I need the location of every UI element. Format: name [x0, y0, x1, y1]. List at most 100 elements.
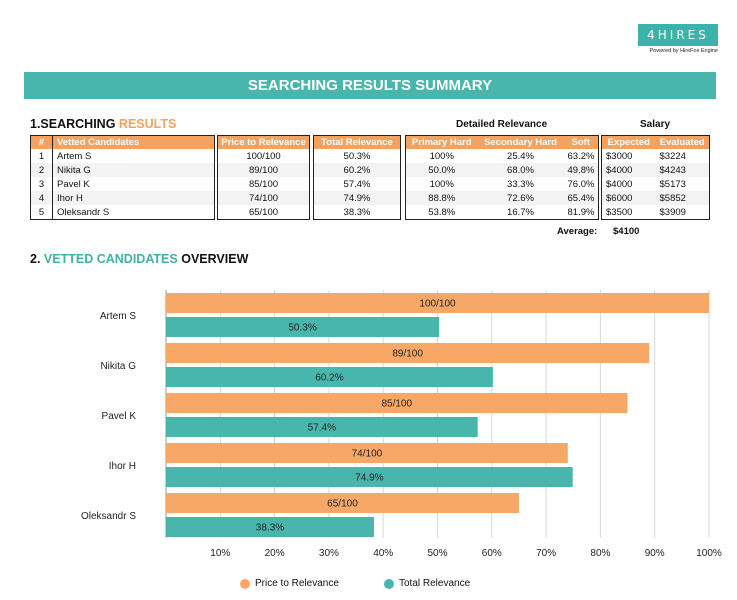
table-header-row: # Vetted Candidates	[30, 135, 215, 149]
price-bar	[166, 343, 650, 363]
evaluated-cell: $3909	[659, 206, 686, 218]
table-row: $4000 $4243	[601, 163, 710, 177]
col-price-header: Price to Relevance	[217, 135, 310, 149]
expected-cell: $3000	[606, 150, 633, 162]
candidates-overview-chart: 10% 20% 30% 40% 50% 60% 70% 80% 90% 100% Artem S 10…	[81, 290, 722, 559]
expected-cell: $3500	[606, 206, 633, 218]
table-row: 100% 33.3% 76.0%	[406, 177, 599, 191]
salary-table: Expected Evaluated $3000 $3224 $4000 $4243…	[601, 135, 710, 220]
section-1-title: 1.SEARCHING RESULTS	[30, 117, 176, 131]
total-cell: 57.4%	[343, 178, 371, 190]
total-bar	[166, 317, 440, 337]
x-tick-label: 80%	[590, 548, 610, 559]
row-num: 1	[38, 150, 45, 162]
table-row: 60.2%	[313, 163, 401, 177]
col-evaluated-header: Evaluated	[655, 135, 710, 149]
primary-cell: 53.8%	[428, 206, 456, 218]
legend-price: Price to Relevance	[240, 578, 339, 589]
table-row: 85/100	[218, 177, 310, 191]
table-row: 5 Oleksandr S	[31, 205, 215, 220]
expected-cell: $4000	[606, 178, 633, 190]
legend-price-label: Price to Relevance	[255, 578, 339, 589]
primary-cell: 88.8%	[405, 191, 478, 205]
evaluated-cell: $4243	[655, 163, 710, 177]
x-tick-label: 100%	[696, 548, 722, 559]
section-2-suffix: OVERVIEW	[181, 252, 249, 266]
primary-cell: 100%	[429, 150, 454, 162]
table-header-row: Total Relevance	[313, 135, 401, 149]
logo-tagline: Powered by HireFox Engine	[649, 48, 718, 54]
secondary-cell: 68.0%	[477, 163, 564, 177]
table-row: 65/100	[218, 205, 310, 220]
total-cell: 74.9%	[313, 191, 401, 205]
table-row: 1 Artem S	[31, 149, 215, 163]
category-label: Artem S	[100, 311, 136, 322]
total-bar	[166, 517, 374, 537]
row-num: 3	[38, 178, 45, 190]
table-row: 38.3%	[314, 205, 401, 220]
legend-total: Total Relevance	[384, 578, 470, 589]
x-tick-label: 20%	[265, 548, 285, 559]
table-row: 50.0% 68.0% 49.8%	[405, 163, 599, 177]
total-cell: 38.3%	[343, 206, 371, 218]
section-2-prefix: 2.	[30, 252, 41, 266]
evaluated-cell: $3224	[659, 150, 686, 162]
candidate-name: Nikita G	[52, 163, 215, 177]
x-tick-label: 30%	[319, 548, 339, 559]
section-2-highlight: VETTED CANDIDATES	[43, 252, 178, 266]
bar-value-label: 50.3%	[288, 323, 316, 334]
table-row: $3500 $3909	[602, 205, 710, 220]
bar-value-label: 65/100	[327, 499, 358, 510]
candidate-name: Artem S	[52, 149, 215, 163]
table-header-row: Primary Hard Secondary Hard Soft	[405, 135, 599, 149]
table-row: $3000 $3224	[602, 149, 710, 163]
table-row: 50.3%	[314, 149, 401, 163]
soft-cell: 63.2%	[567, 150, 595, 162]
price-bar	[166, 293, 709, 313]
row-num: 4	[30, 191, 53, 205]
col-total-header: Total Relevance	[313, 135, 401, 149]
primary-cell: 50.0%	[405, 163, 478, 177]
price-cell: 100/100	[246, 150, 281, 162]
bar-value-label: 100/100	[419, 299, 456, 310]
candidates-table: # Vetted Candidates 1 Artem S 2 Nikita G 3…	[30, 135, 215, 220]
total-bar	[166, 467, 573, 487]
evaluated-cell: $5173	[659, 178, 686, 190]
row-num: 5	[38, 206, 45, 218]
category-label: Ihor H	[109, 461, 136, 472]
table-row: 74.9%	[313, 191, 401, 205]
report-title-banner: SEARCHING RESULTS SUMMARY	[24, 72, 716, 99]
bar-value-label: 74.9%	[355, 473, 383, 484]
bar-value-label: 60.2%	[315, 373, 343, 384]
salary-header: Salary	[640, 119, 671, 130]
category-label: Pavel K	[102, 411, 137, 422]
section-1-highlight: RESULTS	[118, 117, 177, 131]
soft-cell: 49.8%	[563, 163, 599, 177]
table-row: 89/100	[217, 163, 310, 177]
x-tick-label: 90%	[645, 548, 665, 559]
bar-value-label: 85/100	[381, 399, 412, 410]
soft-cell: 81.9%	[567, 206, 595, 218]
table-row: 57.4%	[314, 177, 401, 191]
detailed-relevance-header: Detailed Relevance	[456, 119, 548, 130]
price-cell: 89/100	[217, 163, 310, 177]
col-expected-header: Expected	[601, 135, 656, 149]
price-cell: 65/100	[248, 206, 279, 218]
table-header-row: Expected Evaluated	[601, 135, 710, 149]
legend-total-swatch	[384, 578, 394, 589]
col-secondary-header: Secondary Hard	[477, 135, 564, 149]
x-tick-label: 10%	[210, 548, 230, 559]
col-num-header: #	[30, 135, 53, 149]
bar-value-label: 57.4%	[308, 423, 336, 434]
col-candidate-header: Vetted Candidates	[52, 135, 215, 149]
section-1-prefix: 1.SEARCHING	[30, 117, 116, 131]
total-cell: 60.2%	[313, 163, 401, 177]
secondary-cell: 33.3%	[507, 178, 534, 190]
table-row: 53.8% 16.7% 81.9%	[406, 205, 599, 220]
x-tick-label: 40%	[373, 548, 393, 559]
bar-value-label: 74/100	[352, 449, 383, 460]
table-row: $6000 $5852	[601, 191, 710, 205]
col-primary-header: Primary Hard	[405, 135, 478, 149]
logo-mark: 4HIRES	[638, 24, 718, 46]
table-row: 100% 25.4% 63.2%	[406, 149, 599, 163]
